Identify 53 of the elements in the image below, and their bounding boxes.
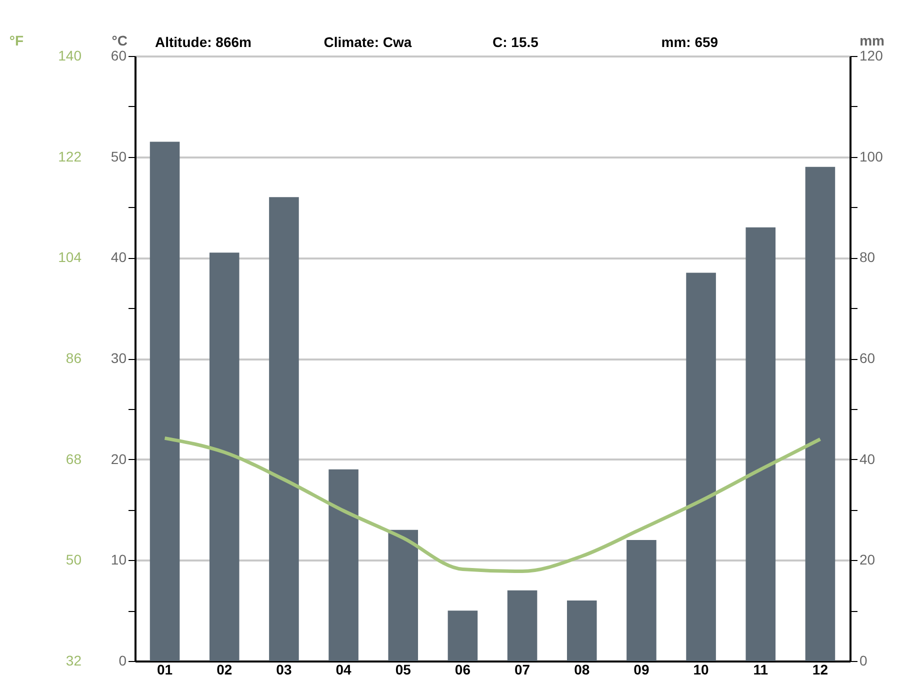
y3-tick-label: 140	[58, 48, 82, 64]
y2-tick-label: 20	[860, 552, 876, 568]
y2-tick-label: 120	[860, 48, 884, 64]
y-tick-label: 30	[110, 350, 127, 366]
y-axis-title: °C	[112, 32, 128, 48]
bar	[805, 166, 836, 661]
y3-axis-title: °F	[9, 32, 24, 48]
y3-tick-label: 104	[58, 249, 82, 266]
text: mm: 659	[661, 34, 718, 50]
y-tick-label: 20	[110, 450, 127, 467]
x-tick-label: 02	[216, 662, 232, 678]
y-tick-label: 10	[110, 552, 127, 568]
y3-tick-label: 86	[66, 350, 82, 366]
bar	[150, 142, 180, 661]
text: C: 15.5	[492, 34, 539, 50]
y2-tick-label: 100	[860, 148, 884, 164]
x-tick-label: 11	[753, 662, 768, 678]
x-tick-label: 03	[276, 662, 292, 678]
y-tick-label: 60	[110, 48, 127, 64]
bar	[269, 197, 299, 661]
text: Climate: Cwa	[324, 34, 412, 50]
line-series	[163, 436, 822, 574]
x-tick-label: 04	[336, 662, 352, 678]
y-tick-label: 50	[110, 148, 127, 164]
x-tick-label: 10	[693, 662, 710, 678]
x-tick-label: 07	[514, 662, 530, 678]
y2-axis-title: mm	[860, 32, 884, 48]
x-tick-label: 12	[812, 662, 828, 678]
bar	[328, 469, 358, 661]
x-tick-label: 05	[395, 662, 412, 678]
y3-tick-label: 122	[58, 148, 82, 164]
bar	[686, 272, 716, 661]
y-tick-label: 0	[118, 652, 127, 668]
y2-tick-label: 0	[860, 652, 868, 668]
x-tick-label: 01	[157, 662, 173, 678]
bar	[209, 252, 240, 661]
bar	[746, 227, 776, 661]
y-tick-label: 40	[110, 249, 127, 266]
x-tick-label: 06	[454, 662, 471, 678]
y3-tick-label: 50	[66, 552, 82, 568]
text: Altitude: 866m	[155, 34, 252, 50]
y3-tick-label: 68	[66, 450, 82, 467]
y3-tick-label: 32	[66, 652, 82, 668]
y2-tick-label: 80	[860, 249, 876, 266]
x-tick-label: 08	[574, 662, 590, 678]
bar	[566, 600, 597, 661]
bar	[448, 610, 478, 661]
y2-tick-label: 60	[860, 350, 876, 366]
bar	[507, 590, 538, 661]
bar	[626, 540, 656, 661]
y2-tick-label: 40	[860, 450, 876, 467]
x-tick-label: 09	[634, 662, 650, 678]
bar	[388, 530, 418, 661]
